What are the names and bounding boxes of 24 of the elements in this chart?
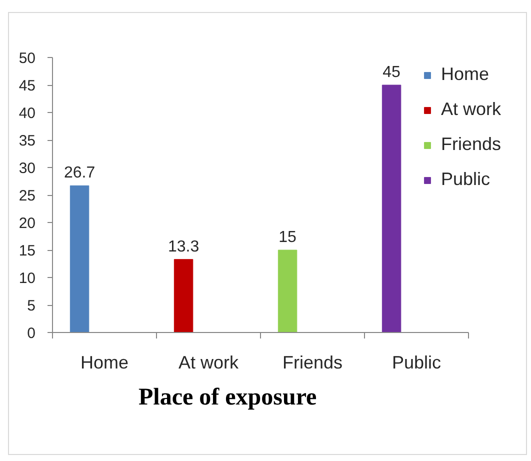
y-tick-label: 50 — [18, 50, 36, 67]
x-tick-label: Home — [80, 352, 129, 372]
legend-label: Friends — [441, 134, 502, 155]
y-tick-label: 20 — [18, 215, 36, 232]
data-label: 13.3 — [168, 238, 200, 256]
x-axis-title: Place of exposure — [138, 384, 318, 410]
legend-label: Public — [441, 169, 490, 190]
y-tick-label: 45 — [18, 78, 36, 94]
data-label: 45 — [382, 64, 401, 81]
y-tick-label: 10 — [18, 270, 36, 287]
data-label: 15 — [278, 229, 297, 246]
y-tick-label: 25 — [18, 188, 36, 204]
y-tick-label: 35 — [18, 132, 36, 150]
y-tick-label: 5 — [27, 298, 36, 314]
legend-label: Home — [441, 64, 490, 85]
x-tick-label: At work — [178, 352, 240, 372]
y-tick-label: 30 — [18, 160, 36, 177]
x-tick-label: Friends — [282, 352, 343, 372]
x-tick-label: Public — [392, 352, 442, 372]
legend-label: At work — [441, 99, 502, 120]
data-label: 26.7 — [64, 164, 96, 182]
y-tick-label: 0 — [27, 325, 36, 342]
y-tick-label: 40 — [18, 105, 36, 122]
y-tick-label: 15 — [18, 242, 36, 260]
